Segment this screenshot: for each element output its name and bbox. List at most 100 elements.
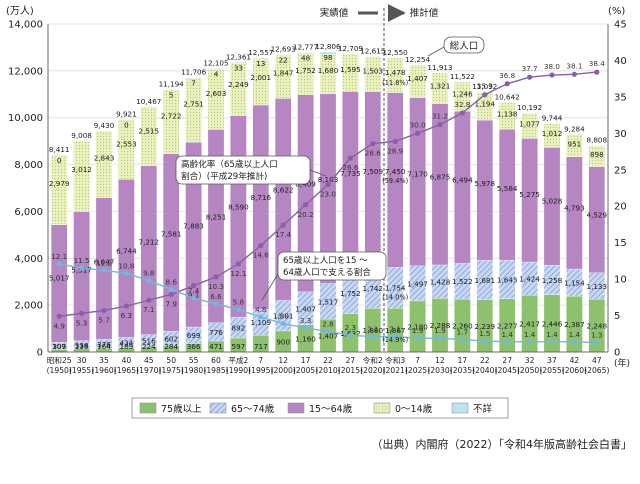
aging-rate-point [213, 274, 219, 280]
label-unknown: 22 [279, 56, 288, 65]
x-tick-year: (1990) [226, 366, 251, 375]
aging-rate-point [146, 297, 152, 303]
aging-rate-point [235, 261, 241, 267]
aging-rate-label: 38.0 [544, 62, 560, 71]
x-tick-era: 令和3 [385, 355, 405, 365]
bar-segment [498, 129, 516, 261]
label-65to74: 434 [120, 338, 134, 347]
x-tick-year: (2065) [584, 366, 609, 375]
label-0to14: 2,603 [206, 89, 227, 98]
support-ratio-label: 1.4 [546, 330, 558, 339]
bar-segment [521, 113, 538, 139]
share-15to64-2021: (59.4%) [382, 177, 408, 185]
legend-label: 不詳 [473, 403, 493, 415]
label-65to74: 1,424 [519, 275, 540, 284]
aging-rate-label: 10.3 [208, 282, 224, 291]
x-tick-year: (2045) [495, 366, 520, 375]
label-65to74: 1,428 [430, 278, 451, 287]
label-75plus: 164 [97, 342, 111, 351]
support-ratio-label: 1.9 [434, 326, 446, 335]
label-65to74: 602 [164, 334, 178, 343]
support-ratio-point [504, 339, 510, 345]
label-65to74: 1,109 [251, 318, 272, 327]
support-ratio-label: 1.3 [591, 331, 602, 340]
bar-segment [364, 56, 382, 92]
label-15to64: 5,017 [49, 274, 70, 283]
x-tick-era: 60 [211, 356, 221, 365]
aging-rate-callout-line2: 割合）(平成29年推計) [181, 170, 267, 182]
aging-rate-label: 4.9 [53, 321, 65, 330]
bar-segment [454, 111, 471, 264]
label-0to14: 951 [568, 139, 582, 148]
label-15to64: 8,103 [318, 175, 339, 184]
aging-rate-point [527, 74, 533, 80]
aging-rate-point [549, 72, 555, 78]
aging-rate-point [504, 81, 510, 87]
x-unit-label: (年) [614, 357, 630, 369]
aging-rate-label: 38.4 [589, 59, 605, 68]
support-ratio-label: 1.4 [569, 330, 581, 339]
label-0to14: 1,407 [407, 74, 428, 83]
x-tick-era: 27 [346, 356, 356, 365]
legend-label: 0～14歳 [395, 403, 433, 415]
bar-segment [319, 51, 337, 55]
label-total: 12,550 [383, 48, 409, 57]
x-tick-era: 40 [122, 356, 132, 365]
y-right-tick-label: 0 [614, 348, 620, 359]
label-total: 12,693 [271, 45, 296, 54]
support-ratio-callout-box [277, 251, 387, 281]
bar-segment [185, 77, 202, 79]
label-0to14: 1,680 [318, 66, 339, 75]
x-tick-era: 35 [99, 356, 109, 365]
aging-rate-point [79, 310, 85, 316]
label-0to14: 1,503 [363, 67, 384, 76]
label-65to74: 1,407 [295, 304, 316, 313]
bar-segment [364, 91, 382, 268]
legend-swatch [373, 402, 391, 414]
legend-swatch [209, 402, 227, 414]
aging-rate-label: 26.6 [342, 163, 358, 172]
share-65to74-2021: (14.0%) [382, 294, 408, 302]
x-tick-year: (2060) [562, 366, 587, 375]
aging-rate-point [347, 155, 353, 161]
label-total: 12,709 [338, 44, 364, 53]
x-tick-year: (2025) [405, 366, 430, 375]
x-tick-year: (2010) [315, 366, 340, 375]
projected-label: 推計値 [410, 7, 439, 19]
aging-rate-callout-line1: 高齢化率（65歳以上人口 [181, 158, 278, 170]
support-ratio-point [191, 295, 197, 301]
label-75plus: 2,239 [475, 322, 496, 331]
aging-rate-label: 20.2 [298, 210, 314, 219]
legend-swatch [451, 402, 469, 414]
legend-label: 15～64歳 [309, 403, 353, 415]
label-65to74: 376 [97, 340, 111, 349]
x-tick-era: 22 [480, 356, 490, 365]
label-15to64: 7,170 [407, 169, 428, 178]
x-tick-era: 平成2 [228, 355, 248, 365]
support-ratio-point [280, 321, 286, 326]
label-0to14: 1,752 [295, 66, 316, 75]
label-15to64: 4,793 [564, 203, 585, 212]
aging-rate-label: 36.8 [499, 71, 515, 80]
bar-segment [588, 166, 606, 273]
label-15to64: 4,529 [587, 210, 608, 219]
y-left-tick-label: 12,000 [8, 66, 43, 77]
support-ratio-pointer [261, 273, 279, 301]
label-65to74: 776 [209, 328, 223, 337]
bar-segment [342, 91, 359, 273]
aging-rate-label: 5.3 [76, 318, 87, 327]
support-ratio-point [56, 261, 62, 267]
label-75plus: 2,277 [497, 321, 518, 330]
label-total: 12,557 [248, 48, 273, 57]
support-ratio-label: 2.1 [389, 325, 400, 334]
bar-segment [386, 57, 404, 93]
legend-label: 65～74歳 [231, 403, 275, 415]
x-tick-year: (2015) [338, 366, 363, 375]
label-unknown: 5 [169, 91, 174, 100]
aging-rate-point [482, 92, 488, 98]
x-tick-year: (2005) [293, 366, 318, 375]
aging-rate-label: 38.1 [566, 61, 582, 70]
x-tick-year: (1955) [69, 366, 94, 375]
support-ratio-point [437, 335, 443, 341]
